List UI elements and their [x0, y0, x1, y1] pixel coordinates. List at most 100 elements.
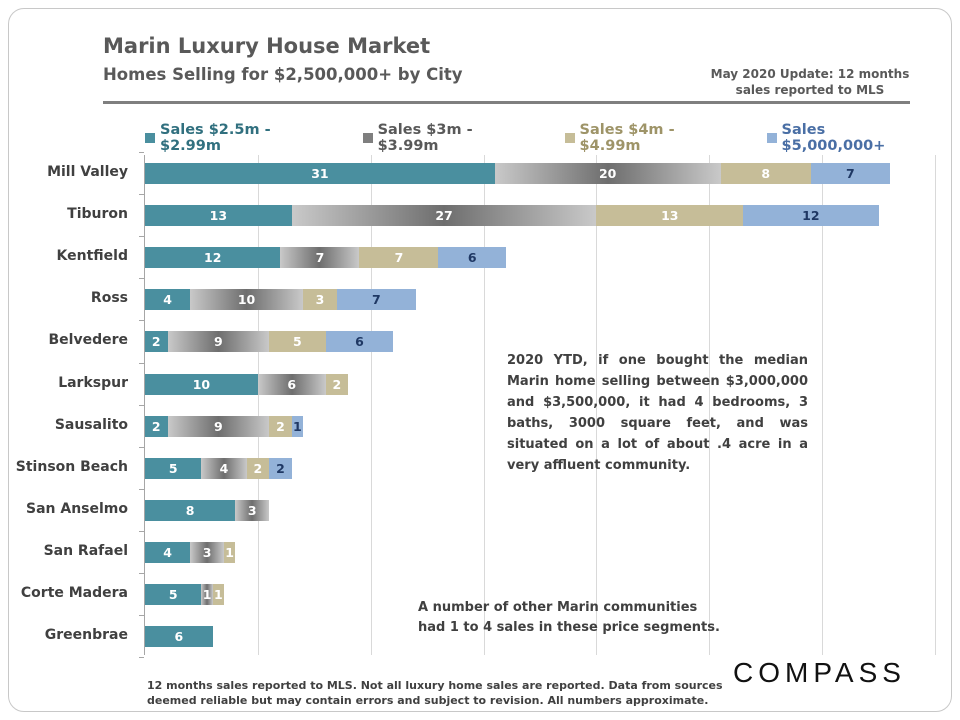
bar-segment: 12: [145, 247, 281, 269]
gridline: [935, 155, 936, 655]
legend: Sales $2.5m - $2.99m Sales $3m - $3.99m Sa…: [145, 122, 960, 154]
data-label: 1: [202, 587, 212, 602]
axis-tick: [139, 446, 144, 448]
bar-segment: 6: [325, 331, 394, 353]
data-label: 7: [315, 250, 325, 266]
data-label: 9: [213, 334, 223, 350]
data-label: 2: [151, 334, 161, 350]
axis-tick: [139, 362, 144, 364]
gridline: [709, 155, 711, 655]
bar-segment: 3: [190, 541, 224, 563]
axis-tick: [139, 152, 144, 153]
bar-segment: 1: [291, 415, 303, 437]
bar-segment: 20: [494, 163, 721, 184]
data-label: 8: [185, 502, 195, 518]
legend-item: Sales $5,000,000+: [766, 122, 934, 154]
category-label: San Rafael: [43, 542, 128, 559]
gridline: [257, 155, 259, 655]
axis-tick: [139, 278, 144, 280]
legend-label: Sales $2.5m - $2.99m: [160, 122, 271, 154]
data-label: 10: [237, 292, 256, 308]
bar-segment: 13: [596, 205, 744, 227]
bar-segment: 7: [810, 163, 890, 184]
axis-tick: [139, 320, 144, 322]
data-label: 27: [435, 208, 453, 224]
data-label: 13: [661, 208, 679, 224]
legend-item: Sales $2.5m - $2.99m: [145, 122, 337, 154]
category-label: Belvedere: [48, 332, 128, 349]
data-label: 6: [355, 334, 364, 350]
note-line-1: A number of other Marin communities: [418, 600, 698, 615]
bar-segment: 12: [743, 205, 879, 227]
bar-segment: 1: [224, 541, 236, 563]
bar-segment: 6: [438, 247, 507, 269]
data-label: 1: [225, 544, 234, 560]
data-label: 6: [174, 629, 184, 645]
bar-segment: 4: [145, 289, 191, 311]
median-home-note: 2020 YTD, if one bought the median Marin…: [507, 353, 808, 473]
legend-label: Sales $5,000,000+: [781, 122, 886, 154]
data-label: 13: [209, 208, 228, 224]
category-label: Sausalito: [54, 416, 128, 433]
bar-segment: 10: [190, 289, 303, 311]
data-label: 1: [213, 587, 223, 602]
bar-segment: 3: [303, 289, 337, 311]
data-label: 4: [219, 460, 229, 476]
update-note: May 2020 Update: 12 months sales reporte…: [700, 66, 920, 98]
data-label: 9: [213, 418, 223, 434]
bar-segment: 7: [336, 289, 416, 311]
category-label: Greenbrae: [44, 627, 128, 644]
data-label: 3: [247, 502, 257, 518]
data-label: 2: [151, 418, 161, 434]
update-line-1: May 2020 Update: 12 months: [710, 67, 910, 81]
note-line-2: had 1 to 4 sales in these price segments…: [418, 620, 720, 635]
bar-segment: 7: [280, 247, 360, 269]
footer-line-2: deemed reliable but may contain errors a…: [147, 694, 709, 707]
chart-subtitle: Homes Selling for $2,500,000+ by City: [103, 65, 463, 84]
category-axis: [144, 155, 145, 655]
bar-segment: 9: [167, 331, 270, 353]
other-communities-note: A number of other Marin communities had …: [418, 598, 720, 638]
legend-item: Sales $3m - $3.99m: [362, 122, 539, 154]
data-label: 2: [253, 460, 263, 476]
bar-segment: 27: [291, 205, 597, 227]
bar-segment: 2: [246, 457, 270, 479]
category-label: San Anselmo: [25, 500, 128, 517]
update-line-2: sales reported to MLS: [735, 83, 885, 97]
bar-segment: 1: [201, 584, 213, 605]
slide-frame: [8, 8, 952, 712]
data-label: 2: [276, 418, 285, 434]
data-label: 3: [202, 544, 212, 560]
data-label: 20: [598, 166, 617, 181]
bar-segment: 3: [235, 499, 270, 521]
compass-logo: COMPASS: [733, 657, 906, 688]
bar-segment: 9: [167, 415, 270, 437]
legend-item: Sales $4m - $4.99m: [564, 122, 741, 154]
legend-swatch: [362, 133, 373, 143]
data-label: 2: [332, 376, 342, 392]
bar-segment: 13: [145, 205, 292, 227]
data-label: 8: [761, 166, 771, 181]
bar-segment: 5: [145, 584, 202, 605]
bar-segment: 31: [145, 163, 495, 184]
data-label: 10: [192, 376, 211, 392]
bar-segment: 6: [145, 626, 213, 648]
bar-segment: 2: [269, 415, 292, 437]
data-label: 12: [204, 250, 222, 266]
data-label: 2: [276, 460, 285, 476]
legend-swatch: [766, 133, 777, 143]
data-label: 3: [315, 292, 325, 308]
bar-segment: 2: [325, 373, 349, 395]
data-label: 6: [287, 376, 297, 392]
axis-tick: [139, 404, 144, 406]
bar-segment: 8: [145, 499, 236, 521]
data-label: 5: [293, 334, 302, 350]
category-label: Ross: [90, 290, 128, 307]
data-label: 4: [163, 544, 172, 560]
bar-segment: 5: [269, 331, 326, 353]
bar-segment: 6: [257, 373, 326, 395]
data-label: 7: [845, 166, 855, 181]
legend-swatch: [564, 133, 575, 143]
footer-disclaimer: 12 months sales reported to MLS. Not all…: [147, 678, 723, 708]
axis-tick: [139, 573, 144, 574]
